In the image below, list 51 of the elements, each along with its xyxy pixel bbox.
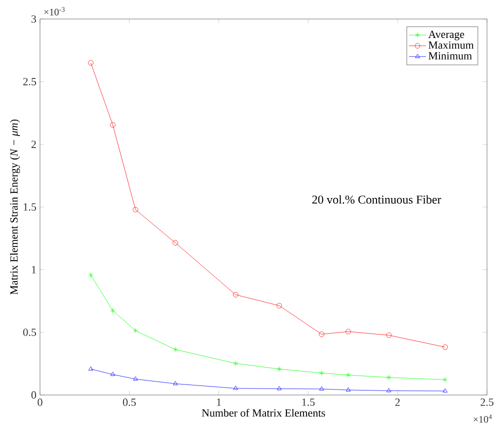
point xyxy=(233,360,238,366)
text: ×10$^{-3}$ xyxy=(44,7,65,16)
y-tick-label: 1.5 xyxy=(24,203,36,211)
y-axis-title: Matrix Element Strain Energy (N − μm) xyxy=(10,120,20,295)
point xyxy=(88,272,94,278)
point xyxy=(386,332,392,338)
y-tick-label: 2.5 xyxy=(23,78,36,86)
point xyxy=(346,372,351,378)
legend-label: Minimum xyxy=(428,52,472,60)
point xyxy=(133,328,138,334)
text: ×10$^{4}$ xyxy=(474,414,492,423)
point xyxy=(233,386,238,390)
point xyxy=(88,366,94,370)
x-tick-label: 2 xyxy=(395,398,400,406)
annotation: 20 vol.% Continuous Fiber xyxy=(312,195,442,204)
x-axis-title: Number of Matrix Elements xyxy=(202,408,326,417)
point xyxy=(172,381,178,386)
y-tick-label: 1 xyxy=(32,266,36,274)
legend-label: Average xyxy=(428,30,464,40)
x-tick-label: 1 xyxy=(217,398,221,406)
point xyxy=(88,60,94,66)
point xyxy=(276,366,282,372)
point xyxy=(276,302,282,308)
point xyxy=(172,240,178,246)
y-tick-label: 0 xyxy=(31,391,36,399)
y-tick-label: 2 xyxy=(31,140,36,148)
point xyxy=(346,328,351,334)
x-tick-label: 0.5 xyxy=(122,398,136,406)
point xyxy=(319,386,324,390)
point xyxy=(172,346,178,352)
point xyxy=(442,388,448,392)
y-tick-label: 3 xyxy=(32,15,36,23)
point xyxy=(318,332,324,337)
y-tick-label: 0.5 xyxy=(23,328,36,336)
point xyxy=(319,370,324,376)
point xyxy=(386,388,392,392)
x-tick-label: 1.5 xyxy=(302,398,315,406)
point xyxy=(132,206,138,212)
point xyxy=(133,376,138,381)
point xyxy=(386,374,392,380)
point xyxy=(276,386,282,390)
x-tick-label: 0 xyxy=(38,398,42,406)
point xyxy=(110,372,116,376)
point xyxy=(346,387,351,392)
x-tick-label: 2.5 xyxy=(480,398,494,406)
point xyxy=(442,344,448,350)
point xyxy=(232,292,238,298)
point xyxy=(110,308,116,314)
point xyxy=(110,122,116,128)
point xyxy=(442,377,448,382)
legend-label: Maximum xyxy=(428,41,474,49)
